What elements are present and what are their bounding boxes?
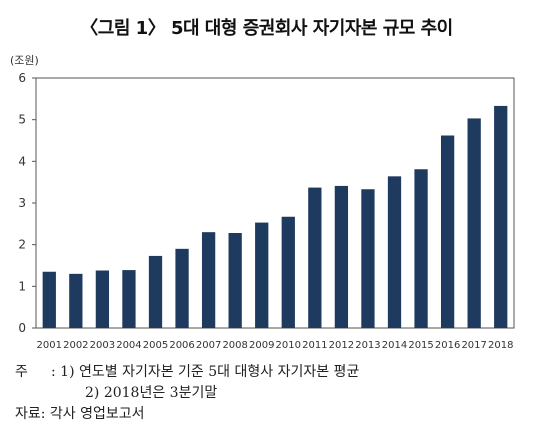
y-tick-label: 1 (18, 279, 26, 293)
x-tick-label: 2015 (408, 340, 433, 351)
x-tick-label: 2016 (435, 340, 460, 351)
bar (148, 255, 163, 328)
x-tick-label: 2017 (461, 340, 486, 351)
x-tick-label: 2006 (169, 340, 194, 351)
y-tick-label: 3 (18, 196, 26, 210)
x-tick-label: 2018 (488, 340, 513, 351)
x-tick-label: 2007 (196, 340, 221, 351)
note-prefix: 주 (15, 364, 28, 380)
x-tick-label: 2013 (355, 340, 380, 351)
bar (95, 270, 110, 328)
bar (361, 189, 375, 328)
x-tick-label: 2010 (276, 340, 301, 351)
chart-notes: 주: 1) 연도별 자기자본 기준 5대 대형사 자기자본 평균 2) 2018… (15, 362, 359, 425)
bar (42, 271, 56, 328)
y-tick-label: 6 (18, 71, 26, 85)
x-tick-label: 2009 (249, 340, 274, 351)
chart-title: 〈그림 1〉 5대 대형 증권회사 자기자본 규모 추이 (80, 18, 453, 39)
note-colon: : (51, 364, 56, 380)
note-text-2: 2) 2018년은 3분기말 (85, 385, 218, 401)
bar (334, 185, 349, 328)
bar (255, 222, 269, 328)
bar (69, 273, 83, 328)
x-tick-label: 2004 (116, 340, 141, 351)
note-text-1: 1) 연도별 자기자본 기준 5대 대형사 자기자본 평균 (60, 364, 360, 380)
y-tick-label: 4 (18, 154, 26, 168)
bar (228, 233, 242, 328)
note-line-1: 주: 1) 연도별 자기자본 기준 5대 대형사 자기자본 평균 (15, 362, 359, 383)
x-tick-label: 2005 (143, 340, 168, 351)
bar (467, 118, 481, 329)
bar (414, 169, 428, 328)
bar (201, 232, 216, 328)
x-tick-label: 2002 (63, 340, 88, 351)
bar (308, 187, 322, 328)
x-tick-label: 2014 (382, 340, 407, 351)
y-axis-unit-label: (조원) (10, 54, 39, 67)
bar (281, 216, 295, 328)
x-tick-label: 2008 (222, 340, 247, 351)
bar (122, 270, 136, 328)
bar (387, 176, 402, 328)
x-tick-label: 2011 (302, 340, 327, 351)
y-tick-label: 2 (18, 238, 26, 252)
y-tick-label: 5 (18, 113, 26, 127)
x-tick-label: 2003 (90, 340, 115, 351)
x-tick-label: 2001 (37, 340, 62, 351)
x-tick-label: 2012 (329, 340, 354, 351)
bar (175, 248, 189, 328)
bar (494, 105, 508, 329)
y-tick-label: 0 (18, 321, 26, 335)
source-line: 자료: 각사 영업보고서 (15, 406, 145, 422)
note-line-2: 2) 2018년은 3분기말 (15, 383, 359, 404)
bar (440, 135, 455, 328)
